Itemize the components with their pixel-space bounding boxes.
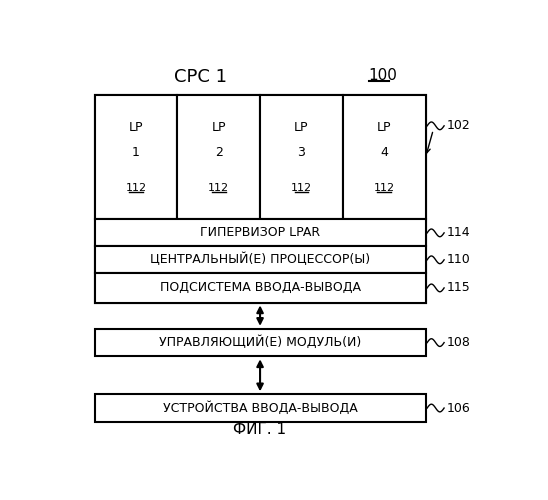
Text: СРС 1: СРС 1 bbox=[174, 68, 227, 86]
Text: ПОДСИСТЕМА ВВОДА-ВЫВОДА: ПОДСИСТЕМА ВВОДА-ВЫВОДА bbox=[159, 282, 361, 294]
Text: 4: 4 bbox=[380, 146, 388, 158]
Text: 112: 112 bbox=[374, 183, 395, 193]
Text: 2: 2 bbox=[215, 146, 222, 158]
FancyBboxPatch shape bbox=[260, 94, 343, 220]
Text: 112: 112 bbox=[208, 183, 229, 193]
FancyBboxPatch shape bbox=[94, 94, 178, 220]
Text: 102: 102 bbox=[447, 120, 470, 132]
Text: 100: 100 bbox=[369, 68, 397, 83]
FancyBboxPatch shape bbox=[94, 94, 426, 302]
Text: 110: 110 bbox=[447, 254, 470, 266]
FancyBboxPatch shape bbox=[94, 274, 426, 302]
FancyBboxPatch shape bbox=[94, 328, 426, 356]
FancyBboxPatch shape bbox=[343, 94, 426, 220]
Text: 1: 1 bbox=[132, 146, 140, 158]
Text: LP: LP bbox=[294, 120, 309, 134]
Text: ГИПЕРВИЗОР LPAR: ГИПЕРВИЗОР LPAR bbox=[200, 226, 320, 239]
Text: 112: 112 bbox=[291, 183, 312, 193]
Text: ФИГ. 1: ФИГ. 1 bbox=[233, 422, 287, 438]
Text: УПРАВЛЯЮЩИЙ(Е) МОДУЛЬ(И): УПРАВЛЯЮЩИЙ(Е) МОДУЛЬ(И) bbox=[159, 336, 361, 349]
FancyBboxPatch shape bbox=[178, 94, 260, 220]
Text: LP: LP bbox=[377, 120, 391, 134]
FancyBboxPatch shape bbox=[94, 246, 426, 274]
Text: 115: 115 bbox=[447, 282, 470, 294]
Text: 106: 106 bbox=[447, 402, 470, 414]
Text: 3: 3 bbox=[298, 146, 305, 158]
Text: 112: 112 bbox=[125, 183, 146, 193]
Text: LP: LP bbox=[129, 120, 143, 134]
FancyBboxPatch shape bbox=[94, 220, 426, 246]
Text: LP: LP bbox=[212, 120, 226, 134]
Text: 114: 114 bbox=[447, 226, 470, 239]
Text: 108: 108 bbox=[447, 336, 470, 349]
Text: УСТРОЙСТВА ВВОДА-ВЫВОДА: УСТРОЙСТВА ВВОДА-ВЫВОДА bbox=[163, 402, 357, 415]
Text: ЦЕНТРАЛЬНЫЙ(Е) ПРОЦЕССОР(Ы): ЦЕНТРАЛЬНЫЙ(Е) ПРОЦЕССОР(Ы) bbox=[150, 253, 370, 266]
FancyBboxPatch shape bbox=[94, 394, 426, 422]
